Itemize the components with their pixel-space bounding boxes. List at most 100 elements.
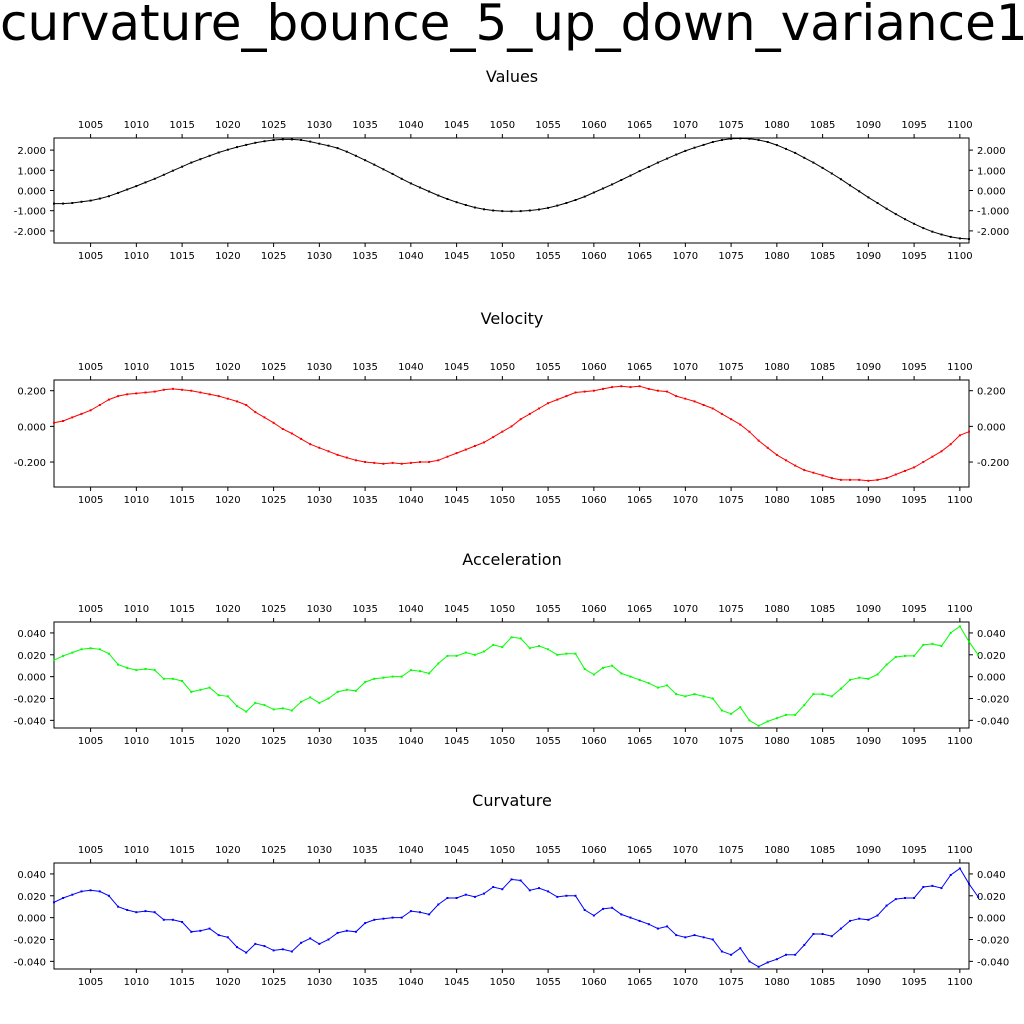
data-point (327, 697, 330, 700)
data-point (446, 455, 449, 458)
data-point (290, 950, 293, 953)
x-tick-label-bottom: 1055 (535, 977, 560, 988)
data-point (876, 914, 879, 917)
data-point (821, 933, 824, 935)
x-tick-label-bottom: 1050 (490, 977, 515, 988)
data-point (126, 666, 129, 669)
x-tick-label-bottom: 1015 (169, 495, 194, 506)
data-point (684, 149, 687, 152)
data-point (364, 681, 367, 684)
x-tick-label-bottom: 1095 (901, 251, 926, 262)
data-point (483, 208, 485, 211)
data-point (739, 137, 742, 140)
data-point (666, 157, 669, 160)
x-tick-label-bottom: 1095 (901, 495, 926, 506)
data-point (812, 933, 815, 935)
x-tick-label-bottom: 1055 (535, 736, 560, 747)
data-point (913, 897, 916, 899)
x-tick-label-bottom: 1090 (856, 495, 881, 506)
data-point (620, 672, 623, 675)
data-point (153, 669, 156, 672)
x-tick-label-bottom: 1045 (444, 495, 469, 506)
x-tick-label-bottom: 1055 (535, 495, 560, 506)
data-point (528, 209, 531, 212)
y-tick-label-right: 0.040 (977, 870, 1006, 881)
data-point (501, 646, 504, 649)
x-tick-label-bottom: 1065 (627, 251, 652, 262)
y-tick-label-left: 0.040 (17, 870, 46, 881)
data-point (345, 456, 348, 459)
data-point (565, 395, 568, 398)
data-point (611, 183, 614, 186)
data-point (748, 137, 751, 140)
chart-title: Acceleration (462, 550, 561, 569)
data-point (62, 897, 65, 899)
data-point (364, 159, 367, 162)
x-tick-label-bottom: 1015 (169, 251, 194, 262)
data-point (126, 393, 129, 396)
data-point (290, 138, 293, 141)
data-point (391, 172, 394, 175)
data-point (190, 389, 193, 392)
data-point (483, 650, 485, 653)
data-point (254, 701, 257, 704)
data-point (290, 432, 293, 435)
data-point (803, 156, 806, 159)
data-point (757, 139, 760, 141)
chart-title: Velocity (481, 309, 544, 328)
data-point (913, 654, 916, 657)
data-point (345, 688, 348, 691)
data-point (583, 390, 586, 393)
data-point (373, 461, 376, 464)
x-tick-label-top: 1070 (673, 845, 698, 856)
data-point (254, 141, 257, 144)
data-point (574, 199, 577, 201)
x-tick-label-top: 1065 (627, 604, 652, 615)
data-point (419, 461, 421, 463)
x-tick-label-bottom: 1020 (215, 977, 240, 988)
x-tick-label-bottom: 1090 (856, 251, 881, 262)
data-point (958, 625, 961, 628)
data-point (181, 388, 184, 391)
data-point (931, 642, 934, 645)
x-tick-label-bottom: 1040 (398, 495, 423, 506)
x-tick-label-top: 1085 (810, 604, 835, 615)
data-point (547, 206, 550, 209)
data-point (281, 138, 284, 141)
data-point (968, 238, 970, 240)
data-point (409, 910, 412, 913)
x-tick-label-bottom: 1010 (124, 736, 149, 747)
x-tick-label-bottom: 1030 (307, 495, 332, 506)
x-tick-label-top: 1085 (810, 845, 835, 856)
y-tick-label-right: 0.000 (977, 422, 1006, 433)
x-tick-label-top: 1040 (398, 845, 423, 856)
data-point (940, 450, 943, 453)
x-tick-label-bottom: 1050 (490, 736, 515, 747)
data-point (89, 409, 92, 412)
x-tick-label-bottom: 1100 (947, 736, 972, 747)
x-tick-label-bottom: 1015 (169, 977, 194, 988)
data-point (519, 879, 522, 882)
x-tick-label-bottom: 1100 (947, 495, 972, 506)
data-point (171, 169, 174, 172)
x-tick-label-top: 1025 (261, 362, 286, 373)
data-point (373, 163, 376, 166)
data-point (775, 958, 778, 961)
x-tick-label-bottom: 1085 (810, 977, 835, 988)
x-tick-label-top: 1010 (124, 120, 149, 131)
data-point (702, 936, 705, 939)
data-point (839, 478, 842, 481)
x-tick-label-top: 1070 (673, 362, 698, 373)
data-point (354, 459, 357, 462)
data-point (803, 944, 806, 946)
data-point (766, 446, 769, 449)
data-point (473, 445, 476, 447)
data-point (894, 898, 897, 901)
data-point (300, 700, 303, 703)
y-tick-label-right: -1.000 (977, 207, 1009, 218)
data-point (437, 662, 440, 665)
data-point (135, 669, 138, 672)
data-point (885, 207, 888, 210)
data-point (126, 909, 129, 911)
y-tick-label-right: 0.020 (977, 892, 1006, 903)
